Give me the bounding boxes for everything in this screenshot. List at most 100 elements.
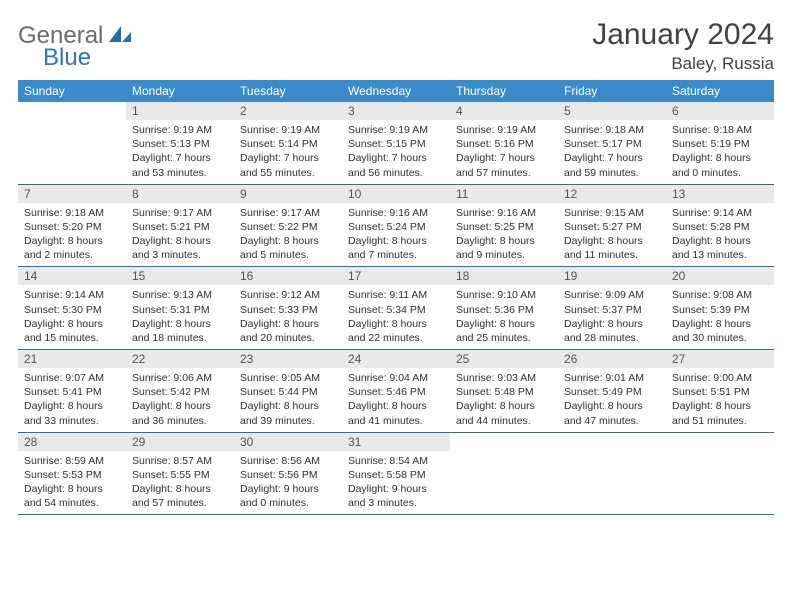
daylight-line: Daylight: 8 hours and 20 minutes. (240, 317, 336, 345)
day-body: Sunrise: 9:19 AMSunset: 5:16 PMDaylight:… (450, 120, 558, 184)
sunrise-line: Sunrise: 9:01 AM (564, 371, 660, 385)
sunrise-line: Sunrise: 9:08 AM (672, 288, 768, 302)
day-cell: 9Sunrise: 9:17 AMSunset: 5:22 PMDaylight… (234, 185, 342, 267)
day-number: 6 (666, 102, 774, 120)
day-number: 30 (234, 433, 342, 451)
day-number: 19 (558, 267, 666, 285)
day-number: 11 (450, 185, 558, 203)
day-body: Sunrise: 9:19 AMSunset: 5:13 PMDaylight:… (126, 120, 234, 184)
sunset-line: Sunset: 5:53 PM (24, 468, 120, 482)
day-body: Sunrise: 8:59 AMSunset: 5:53 PMDaylight:… (18, 451, 126, 515)
day-cell: 7Sunrise: 9:18 AMSunset: 5:20 PMDaylight… (18, 185, 126, 267)
sunrise-line: Sunrise: 9:14 AM (24, 288, 120, 302)
day-number: 16 (234, 267, 342, 285)
weekday-sunday: Sunday (18, 80, 126, 102)
daylight-line: Daylight: 8 hours and 41 minutes. (348, 399, 444, 427)
daylight-line: Daylight: 8 hours and 13 minutes. (672, 234, 768, 262)
daylight-line: Daylight: 9 hours and 3 minutes. (348, 482, 444, 510)
title-block: January 2024 Baley, Russia (592, 18, 774, 74)
sunset-line: Sunset: 5:14 PM (240, 137, 336, 151)
daylight-line: Daylight: 8 hours and 30 minutes. (672, 317, 768, 345)
weekday-row: SundayMondayTuesdayWednesdayThursdayFrid… (18, 80, 774, 102)
daylight-line: Daylight: 8 hours and 39 minutes. (240, 399, 336, 427)
sunset-line: Sunset: 5:36 PM (456, 303, 552, 317)
sunrise-line: Sunrise: 9:17 AM (240, 206, 336, 220)
day-number: 5 (558, 102, 666, 120)
daylight-line: Daylight: 8 hours and 2 minutes. (24, 234, 120, 262)
sunset-line: Sunset: 5:21 PM (132, 220, 228, 234)
sunset-line: Sunset: 5:46 PM (348, 385, 444, 399)
weeks-container: 1Sunrise: 9:19 AMSunset: 5:13 PMDaylight… (18, 102, 774, 515)
week-row: 7Sunrise: 9:18 AMSunset: 5:20 PMDaylight… (18, 185, 774, 268)
sunrise-line: Sunrise: 9:17 AM (132, 206, 228, 220)
sunset-line: Sunset: 5:17 PM (564, 137, 660, 151)
day-body: Sunrise: 9:14 AMSunset: 5:30 PMDaylight:… (18, 285, 126, 349)
day-number: 15 (126, 267, 234, 285)
sunset-line: Sunset: 5:44 PM (240, 385, 336, 399)
sunset-line: Sunset: 5:22 PM (240, 220, 336, 234)
sunrise-line: Sunrise: 9:15 AM (564, 206, 660, 220)
day-body: Sunrise: 9:13 AMSunset: 5:31 PMDaylight:… (126, 285, 234, 349)
day-number: 21 (18, 350, 126, 368)
sunset-line: Sunset: 5:24 PM (348, 220, 444, 234)
sunset-line: Sunset: 5:25 PM (456, 220, 552, 234)
day-cell: 3Sunrise: 9:19 AMSunset: 5:15 PMDaylight… (342, 102, 450, 184)
empty-day (666, 433, 774, 451)
day-body: Sunrise: 9:18 AMSunset: 5:17 PMDaylight:… (558, 120, 666, 184)
day-cell: 11Sunrise: 9:16 AMSunset: 5:25 PMDayligh… (450, 185, 558, 267)
day-body: Sunrise: 9:17 AMSunset: 5:21 PMDaylight:… (126, 203, 234, 267)
week-row: 28Sunrise: 8:59 AMSunset: 5:53 PMDayligh… (18, 433, 774, 516)
day-body: Sunrise: 9:00 AMSunset: 5:51 PMDaylight:… (666, 368, 774, 432)
day-number: 1 (126, 102, 234, 120)
week-row: 21Sunrise: 9:07 AMSunset: 5:41 PMDayligh… (18, 350, 774, 433)
daylight-line: Daylight: 8 hours and 25 minutes. (456, 317, 552, 345)
weekday-monday: Monday (126, 80, 234, 102)
day-cell: 16Sunrise: 9:12 AMSunset: 5:33 PMDayligh… (234, 267, 342, 349)
day-cell: 18Sunrise: 9:10 AMSunset: 5:36 PMDayligh… (450, 267, 558, 349)
sunrise-line: Sunrise: 9:10 AM (456, 288, 552, 302)
sunrise-line: Sunrise: 9:11 AM (348, 288, 444, 302)
day-number: 22 (126, 350, 234, 368)
day-body: Sunrise: 9:16 AMSunset: 5:25 PMDaylight:… (450, 203, 558, 267)
day-cell: 8Sunrise: 9:17 AMSunset: 5:21 PMDaylight… (126, 185, 234, 267)
sunrise-line: Sunrise: 9:13 AM (132, 288, 228, 302)
day-number: 28 (18, 433, 126, 451)
daylight-line: Daylight: 8 hours and 18 minutes. (132, 317, 228, 345)
daylight-line: Daylight: 8 hours and 7 minutes. (348, 234, 444, 262)
sunset-line: Sunset: 5:13 PM (132, 137, 228, 151)
sunset-line: Sunset: 5:28 PM (672, 220, 768, 234)
day-cell: 2Sunrise: 9:19 AMSunset: 5:14 PMDaylight… (234, 102, 342, 184)
daylight-line: Daylight: 7 hours and 59 minutes. (564, 151, 660, 179)
day-cell: 6Sunrise: 9:18 AMSunset: 5:19 PMDaylight… (666, 102, 774, 184)
daylight-line: Daylight: 8 hours and 3 minutes. (132, 234, 228, 262)
day-number: 13 (666, 185, 774, 203)
daylight-line: Daylight: 8 hours and 36 minutes. (132, 399, 228, 427)
daylight-line: Daylight: 7 hours and 56 minutes. (348, 151, 444, 179)
sunrise-line: Sunrise: 8:56 AM (240, 454, 336, 468)
sunset-line: Sunset: 5:56 PM (240, 468, 336, 482)
day-cell: 22Sunrise: 9:06 AMSunset: 5:42 PMDayligh… (126, 350, 234, 432)
weekday-tuesday: Tuesday (234, 80, 342, 102)
day-body: Sunrise: 9:16 AMSunset: 5:24 PMDaylight:… (342, 203, 450, 267)
sunset-line: Sunset: 5:49 PM (564, 385, 660, 399)
day-number: 9 (234, 185, 342, 203)
sunset-line: Sunset: 5:37 PM (564, 303, 660, 317)
sunrise-line: Sunrise: 9:09 AM (564, 288, 660, 302)
day-body: Sunrise: 9:17 AMSunset: 5:22 PMDaylight:… (234, 203, 342, 267)
sunrise-line: Sunrise: 9:14 AM (672, 206, 768, 220)
day-cell: 4Sunrise: 9:19 AMSunset: 5:16 PMDaylight… (450, 102, 558, 184)
day-number: 27 (666, 350, 774, 368)
day-cell: 13 Sunrise: 9:14 AMSunset: 5:28 PMDayligh… (666, 185, 774, 267)
day-cell: 24Sunrise: 9:04 AMSunset: 5:46 PMDayligh… (342, 350, 450, 432)
logo-text-blue: Blue (43, 44, 91, 71)
day-body: Sunrise: 9:06 AMSunset: 5:42 PMDaylight:… (126, 368, 234, 432)
sunrise-line: Sunrise: 8:59 AM (24, 454, 120, 468)
day-cell: 26Sunrise: 9:01 AMSunset: 5:49 PMDayligh… (558, 350, 666, 432)
sunset-line: Sunset: 5:34 PM (348, 303, 444, 317)
day-cell: 5Sunrise: 9:18 AMSunset: 5:17 PMDaylight… (558, 102, 666, 184)
week-row: 14Sunrise: 9:14 AMSunset: 5:30 PMDayligh… (18, 267, 774, 350)
week-row: 1Sunrise: 9:19 AMSunset: 5:13 PMDaylight… (18, 102, 774, 185)
day-body: Sunrise: 8:57 AMSunset: 5:55 PMDaylight:… (126, 451, 234, 515)
day-cell: 1Sunrise: 9:19 AMSunset: 5:13 PMDaylight… (126, 102, 234, 184)
daylight-line: Daylight: 7 hours and 57 minutes. (456, 151, 552, 179)
